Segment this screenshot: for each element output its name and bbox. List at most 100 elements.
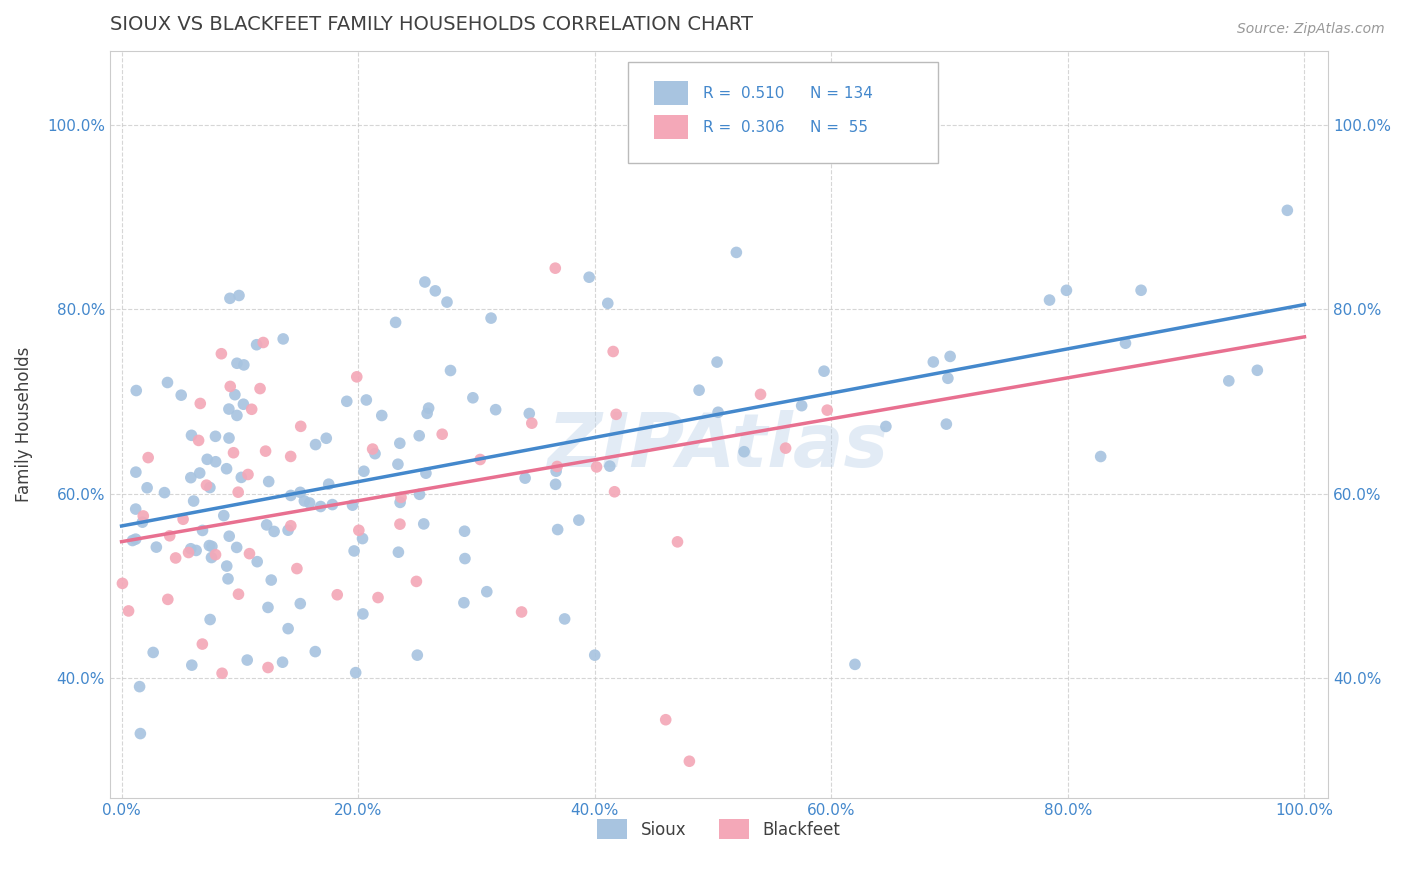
Point bbox=[387, 545, 409, 559]
Point bbox=[204, 548, 226, 562]
Point bbox=[439, 363, 461, 377]
Point bbox=[290, 597, 312, 611]
Point bbox=[453, 524, 475, 539]
Point bbox=[298, 496, 321, 510]
Point bbox=[217, 572, 239, 586]
Point bbox=[678, 754, 700, 768]
Text: R =  0.306: R = 0.306 bbox=[703, 120, 785, 135]
Point bbox=[432, 427, 454, 442]
Point bbox=[936, 371, 959, 385]
Point bbox=[218, 431, 240, 445]
Point bbox=[170, 388, 193, 402]
Point bbox=[156, 592, 179, 607]
Point bbox=[183, 494, 205, 508]
Point bbox=[875, 419, 897, 434]
Point bbox=[280, 450, 302, 464]
Text: SIOUX VS BLACKFEET FAMILY HOUSEHOLDS CORRELATION CHART: SIOUX VS BLACKFEET FAMILY HOUSEHOLDS COR… bbox=[110, 15, 752, 34]
Point bbox=[418, 401, 440, 416]
Point bbox=[232, 397, 254, 411]
Point bbox=[277, 622, 299, 636]
FancyBboxPatch shape bbox=[627, 62, 938, 163]
Point bbox=[554, 612, 576, 626]
Text: N = 134: N = 134 bbox=[810, 86, 873, 101]
Point bbox=[1090, 450, 1112, 464]
Point bbox=[388, 517, 411, 532]
Point bbox=[1277, 203, 1299, 218]
Point bbox=[1218, 374, 1240, 388]
Point bbox=[131, 515, 153, 529]
Point bbox=[343, 544, 366, 558]
Point bbox=[453, 596, 475, 610]
Point bbox=[454, 551, 477, 566]
Point bbox=[315, 431, 337, 445]
Point bbox=[356, 392, 378, 407]
Point bbox=[733, 444, 755, 458]
Point bbox=[224, 387, 246, 401]
Point bbox=[1038, 293, 1060, 307]
Point bbox=[304, 645, 326, 659]
Point bbox=[654, 713, 676, 727]
Point bbox=[412, 516, 434, 531]
Point bbox=[342, 498, 364, 512]
Point bbox=[513, 471, 536, 485]
Point bbox=[408, 428, 430, 442]
Text: N =  55: N = 55 bbox=[810, 120, 869, 135]
Point bbox=[263, 524, 285, 539]
Point bbox=[813, 364, 835, 378]
Point bbox=[219, 291, 242, 305]
Point bbox=[271, 332, 294, 346]
Point bbox=[136, 450, 159, 465]
Point bbox=[425, 284, 447, 298]
Point bbox=[252, 335, 274, 350]
Point bbox=[201, 540, 224, 554]
Point bbox=[304, 437, 326, 451]
Point bbox=[361, 442, 384, 456]
Point bbox=[389, 491, 412, 505]
Point bbox=[364, 447, 387, 461]
Point bbox=[228, 587, 250, 601]
Point bbox=[271, 655, 294, 669]
Point bbox=[280, 488, 302, 502]
Point bbox=[142, 645, 165, 659]
Point bbox=[246, 337, 269, 351]
Point bbox=[172, 512, 194, 526]
Point bbox=[218, 529, 240, 543]
Point bbox=[666, 534, 689, 549]
Point bbox=[546, 464, 568, 478]
Point bbox=[470, 452, 492, 467]
Point bbox=[246, 555, 269, 569]
Point bbox=[180, 470, 202, 484]
Point bbox=[188, 466, 211, 480]
Point bbox=[602, 344, 624, 359]
Point bbox=[218, 402, 240, 417]
Point bbox=[212, 508, 235, 523]
Point bbox=[352, 607, 374, 621]
Point bbox=[585, 459, 607, 474]
Point bbox=[605, 408, 627, 422]
Point bbox=[260, 573, 283, 587]
Point bbox=[226, 485, 249, 500]
Point bbox=[198, 613, 221, 627]
Point bbox=[309, 500, 332, 514]
Point bbox=[165, 551, 187, 566]
Point bbox=[371, 409, 394, 423]
Point bbox=[344, 665, 367, 680]
Point bbox=[520, 416, 543, 430]
Point bbox=[707, 405, 730, 419]
Point bbox=[277, 523, 299, 537]
Point bbox=[688, 383, 710, 397]
Point bbox=[238, 547, 260, 561]
Point bbox=[187, 434, 209, 448]
Point bbox=[111, 576, 134, 591]
FancyBboxPatch shape bbox=[654, 115, 689, 139]
Point bbox=[180, 428, 202, 442]
Point bbox=[125, 384, 148, 398]
Point bbox=[236, 653, 259, 667]
Point bbox=[1114, 336, 1136, 351]
Point bbox=[367, 591, 389, 605]
Point bbox=[121, 533, 143, 548]
Point bbox=[389, 495, 412, 509]
Point bbox=[156, 376, 179, 390]
Point bbox=[583, 648, 606, 662]
Point bbox=[180, 541, 202, 556]
